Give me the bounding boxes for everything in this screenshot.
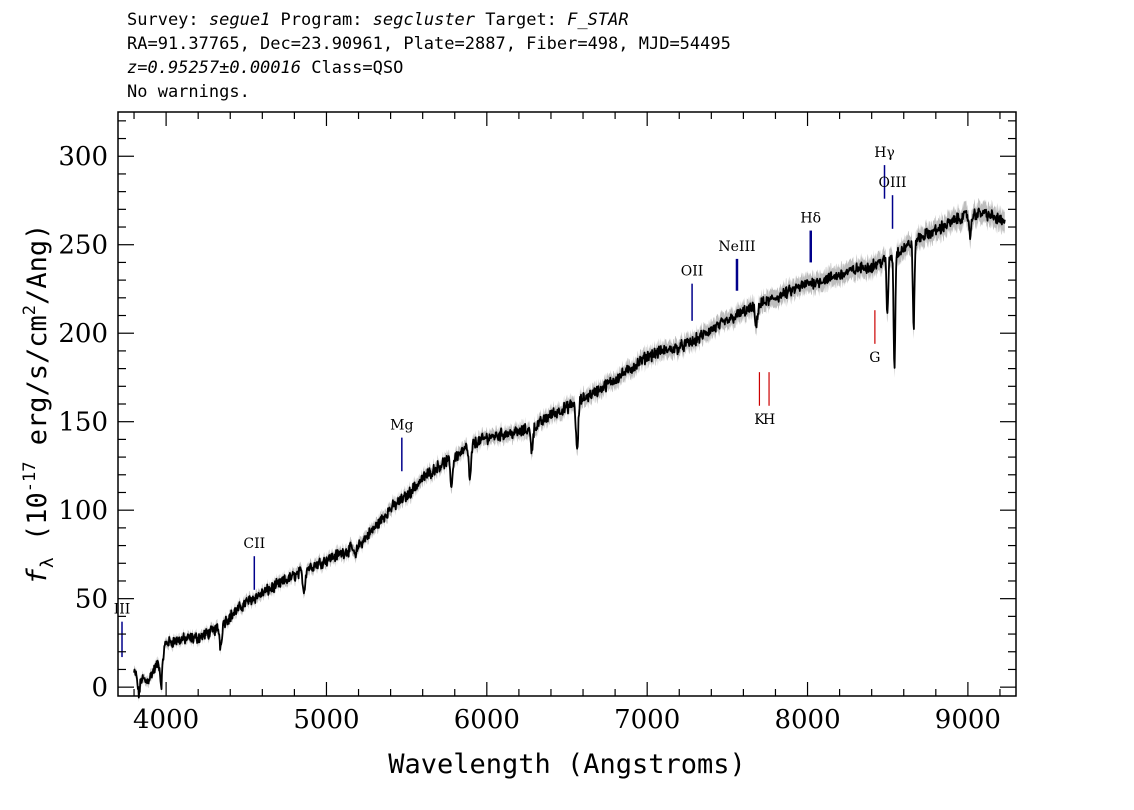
spectrum-header: Survey: segue1 Program: segcluster Targe… <box>127 8 731 104</box>
x-tick-label: 8000 <box>774 705 840 735</box>
header-line-coordinates: RA=91.37765, Dec=23.90961, Plate=2887, F… <box>127 34 731 54</box>
y-tick-label: 200 <box>58 319 108 349</box>
flux-series-line <box>133 207 1006 699</box>
header-line-redshift: z=0.95257±0.00016 Class=QSO <box>127 56 731 80</box>
x-axis-title: Wavelength (Angstroms) <box>388 749 746 780</box>
spectral-line-label-oiii: OIII <box>878 175 906 191</box>
spectral-line-label-h: Hγ <box>874 145 895 161</box>
spectral-line-label-h: Hδ <box>800 211 821 227</box>
y-tick-label: 250 <box>58 231 108 261</box>
y-tick-label: 150 <box>58 408 108 438</box>
y-tick-label: 0 <box>91 673 108 703</box>
class-value: Class=QSO <box>301 58 404 78</box>
line-marker-layer: III CII Mg OII NeIII Hδ Hγ OIII KH G <box>114 145 907 658</box>
spectral-line-label-neiii: NeIII <box>718 239 755 255</box>
target-label: Target: <box>475 10 568 30</box>
flux-layer <box>133 207 1006 699</box>
header-line-survey: Survey: segue1 Program: segcluster Targe… <box>127 8 731 32</box>
spectral-line-label-h: H <box>763 412 775 428</box>
target-value: F_STAR <box>567 10 629 30</box>
redshift-value: z=0.95257±0.00016 <box>127 58 301 78</box>
error-band-layer <box>134 198 1005 703</box>
x-tick-label: 5000 <box>293 705 359 735</box>
spectral-line-label-mg: Mg <box>390 418 413 434</box>
spectral-line-label-g: G <box>869 350 880 366</box>
x-tick-label: 9000 <box>935 705 1001 735</box>
y-tick-label: 100 <box>58 496 108 526</box>
spectral-line-label-oii: OII <box>681 264 704 280</box>
program-value: segcluster <box>372 10 476 30</box>
x-tick-label: 6000 <box>454 705 520 735</box>
flux-error-band <box>134 198 1005 703</box>
x-tick-label: 7000 <box>614 705 680 735</box>
x-tick-label: 4000 <box>133 705 199 735</box>
header-line-warnings: No warnings. <box>127 82 250 102</box>
program-label: Program: <box>270 10 373 30</box>
survey-value: segue1 <box>208 10 271 30</box>
y-axis-title: fλ (10-17 erg/s/cm2/Ang) <box>20 224 58 585</box>
spectral-line-label-cii: CII <box>243 536 265 552</box>
survey-label: Survey: <box>127 10 209 30</box>
y-tick-label: 300 <box>58 142 108 172</box>
spectral-line-label-iii: III <box>114 602 131 618</box>
spectral-line-label-k: K <box>754 412 765 428</box>
y-tick-label: 50 <box>75 585 108 615</box>
tick-layer: 4000 5000 6000 7000 8000 9000 0 50 100 150 200 250 3… <box>58 112 1016 735</box>
